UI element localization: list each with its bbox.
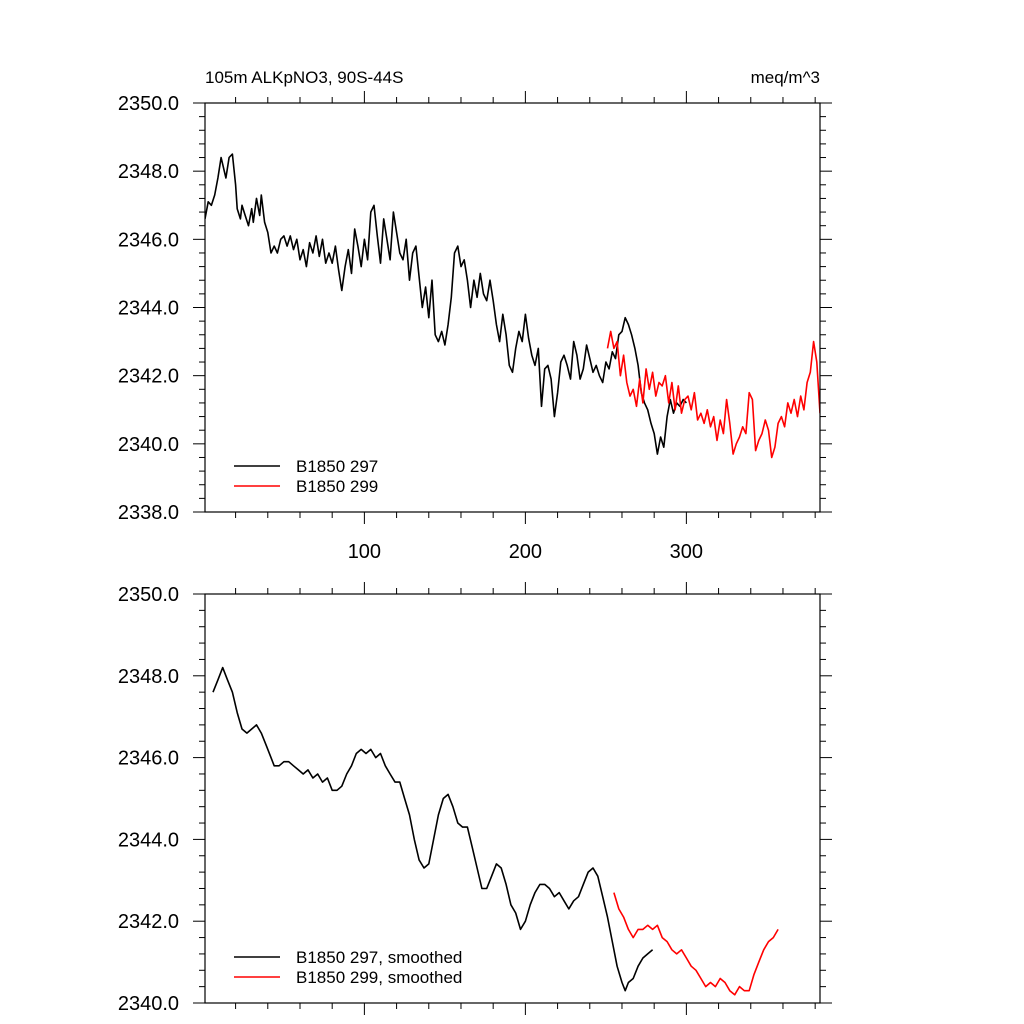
y-tick-label: 2350.0 xyxy=(118,93,179,115)
y-tick-label: 2340.0 xyxy=(118,434,179,456)
y-tick-label: 2350.0 xyxy=(118,584,179,606)
y-tick-label: 2348.0 xyxy=(118,666,179,688)
bottom-panel: 2340.0 2342.0 2344.0 2346.0 2348.0 2350.0 B185… xyxy=(118,582,832,1015)
y-tick-label: 2340.0 xyxy=(118,993,179,1015)
legend-label: B1850 299 xyxy=(296,477,378,496)
y-tick-label: 2346.0 xyxy=(118,748,179,770)
y-tick-label: 2342.0 xyxy=(118,911,179,933)
y-tick-label: 2346.0 xyxy=(118,229,179,251)
x-tick-label: 100 xyxy=(348,541,381,563)
y-tick-label: 2342.0 xyxy=(118,366,179,388)
top-panel: 105m ALKpNO3, 90S-44S meq/m^3 2338.0 2340.0… xyxy=(118,68,832,563)
legend-label: B1850 297, smoothed xyxy=(296,948,462,967)
y-tick-label: 2344.0 xyxy=(118,829,179,851)
y-tick-label: 2338.0 xyxy=(118,502,179,524)
x-tick-label: 300 xyxy=(670,541,703,563)
series-line-red xyxy=(606,330,820,459)
y-tick-label: 2348.0 xyxy=(118,161,179,183)
units-label: meq/m^3 xyxy=(751,68,820,87)
legend-label: B1850 297 xyxy=(296,457,378,476)
chart-title: 105m ALKpNO3, 90S-44S xyxy=(205,68,403,87)
plot-frame xyxy=(204,593,821,1004)
plot-frame xyxy=(204,102,821,513)
y-tick-label: 2344.0 xyxy=(118,298,179,320)
series-line-black xyxy=(205,153,687,455)
series-line-black xyxy=(212,666,654,992)
x-tick-label: 200 xyxy=(509,541,542,563)
series-line-red xyxy=(613,892,779,996)
legend-label: B1850 299, smoothed xyxy=(296,968,462,987)
